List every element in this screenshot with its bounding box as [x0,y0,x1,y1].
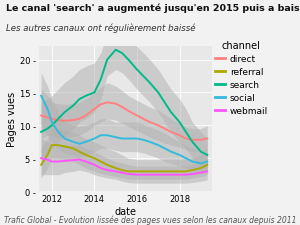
Text: Trafic Global - Evolution lissée des pages vues selon les canaux depuis 2011: Trafic Global - Evolution lissée des pag… [4,214,296,224]
Y-axis label: Pages vues: Pages vues [7,92,17,147]
Text: Les autres canaux ont régulièrement baissé: Les autres canaux ont régulièrement bais… [6,24,196,33]
Text: Le canal 'search' a augmenté jusqu'en 2015 puis a baissé fortement.: Le canal 'search' a augmenté jusqu'en 20… [6,3,300,13]
X-axis label: date: date [114,206,136,216]
Legend: direct, referral, search, social, webmail: direct, referral, search, social, webmai… [214,40,268,115]
